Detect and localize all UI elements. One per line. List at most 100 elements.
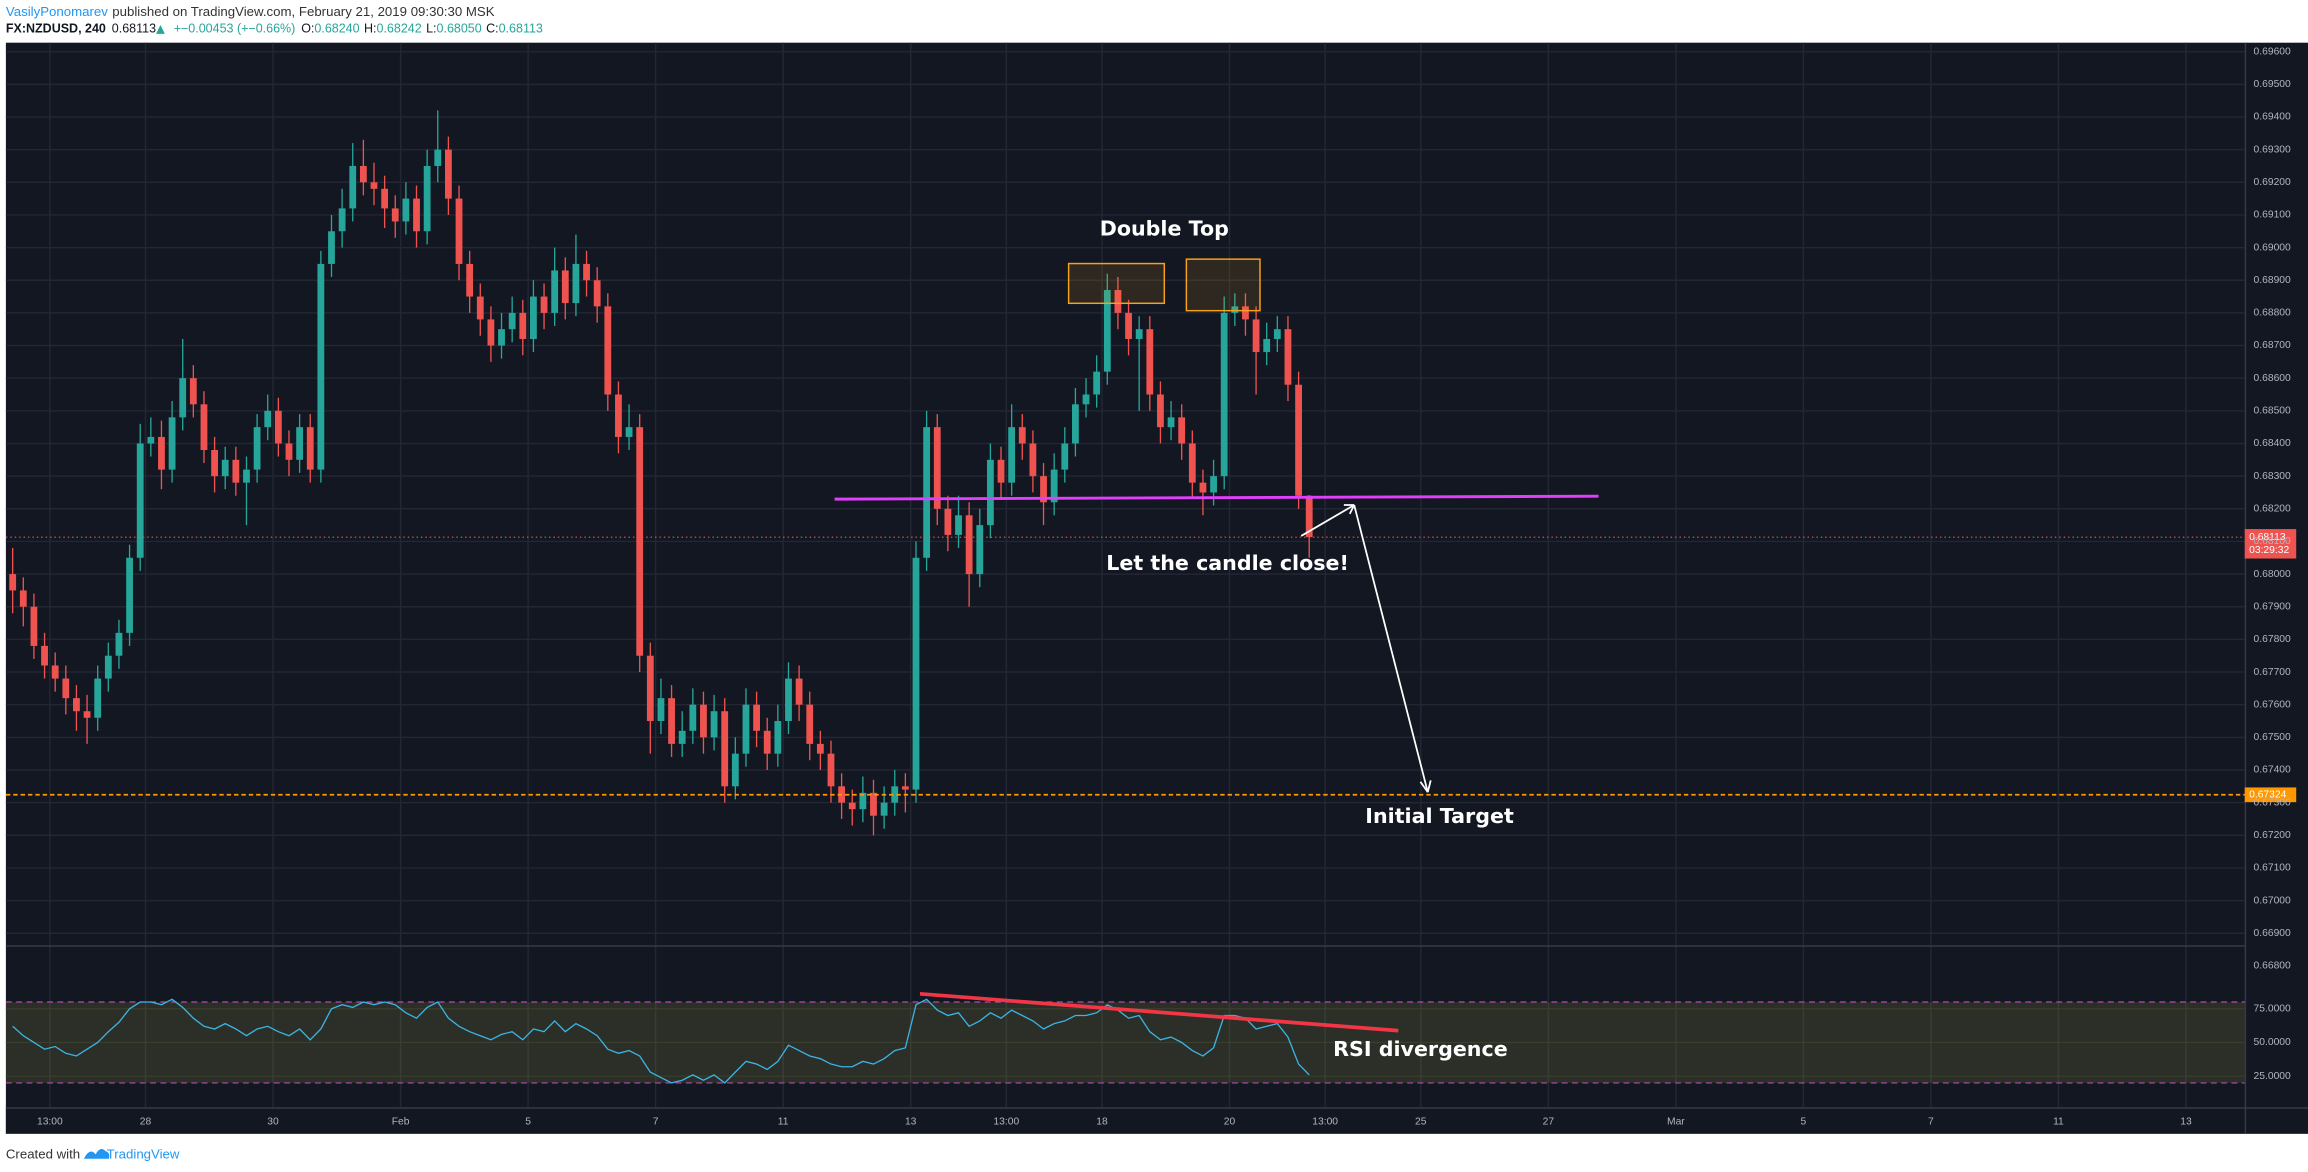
candle-body [774, 721, 782, 754]
candle-body [763, 730, 771, 754]
candle-body [1188, 443, 1196, 483]
candle-body [1029, 443, 1037, 477]
ohlc-label: O: [301, 22, 314, 36]
candle-body [997, 459, 1005, 483]
y-tick-label: 0.68000 [2254, 569, 2291, 580]
candle-body [359, 165, 367, 183]
header-line: VasilyPonomarev published on TradingView.… [6, 3, 495, 18]
y-tick-label: 0.68600 [2254, 373, 2291, 384]
candle-body [51, 665, 59, 679]
x-tick-label: 18 [1096, 1117, 1108, 1128]
drawings: Double Top Let the candle close! Initial… [834, 217, 1599, 1061]
candle-body [1018, 427, 1026, 444]
candle-body [1114, 290, 1122, 313]
footer: Created with TradingView [6, 1146, 180, 1161]
candle-body [625, 427, 633, 437]
candle-body [1263, 339, 1271, 353]
y-tick-label: 0.69300 [2254, 144, 2291, 155]
candle-body [306, 427, 314, 470]
target-label: 0.67324 [2249, 790, 2286, 801]
arrow-head [1343, 504, 1355, 515]
y-tick-label: 0.66800 [2254, 961, 2291, 972]
candle-body [1008, 427, 1016, 483]
candle-body [381, 188, 389, 209]
candle-body [83, 711, 91, 718]
candle-body [391, 208, 399, 222]
y-tick-label: 0.69100 [2254, 210, 2291, 221]
ohlc-label: C: [486, 22, 498, 36]
candle-body [423, 165, 431, 232]
y-tick-label: 0.67100 [2254, 863, 2291, 874]
x-tick-label: 13:00 [1312, 1117, 1338, 1128]
x-tick-label: 11 [778, 1117, 789, 1128]
y-tick-label: 0.68400 [2254, 438, 2291, 449]
footer-brand[interactable]: TradingView [107, 1146, 180, 1161]
candle-body [859, 792, 867, 810]
ohlc-label: H: [364, 22, 376, 36]
y-tick-label: 0.69000 [2254, 242, 2291, 253]
candle-body [402, 198, 410, 222]
candle-body [476, 296, 484, 320]
candle-body [1135, 329, 1143, 340]
candle-body [147, 436, 155, 444]
candle-body [1082, 394, 1090, 405]
candle-body [1210, 476, 1217, 493]
neckline [834, 494, 1599, 501]
candle-body [168, 417, 176, 470]
arrow-head [1419, 780, 1432, 793]
candle-body [158, 436, 165, 470]
last-price-label: 0.68113 [2249, 532, 2286, 543]
target-tag [2244, 787, 2297, 803]
candle-body [561, 270, 569, 304]
candle-body [487, 319, 495, 346]
x-tick-label: 13 [2180, 1117, 2192, 1128]
y-tick-label: 0.68500 [2254, 406, 2291, 417]
candle-body [1178, 417, 1186, 444]
ohlc-value: 0.68240 [314, 22, 359, 36]
candle-body [115, 632, 123, 656]
y-tick-label: 0.67600 [2254, 699, 2291, 710]
candle-body [200, 404, 208, 451]
y-tick-label: 0.68100 [2254, 536, 2291, 547]
candle-body [593, 280, 601, 307]
candle-body [94, 678, 102, 718]
candle-body [434, 149, 442, 166]
y-tick-label: 75.0000 [2254, 1003, 2291, 1014]
candle-body [933, 427, 941, 509]
divergence-line [919, 992, 1399, 1033]
top-box [1185, 258, 1261, 312]
candle-body [19, 590, 27, 607]
candle-body [274, 410, 282, 444]
y-tick-label: 0.68700 [2254, 340, 2291, 351]
arrow-line [1300, 504, 1355, 537]
candle-body [710, 711, 718, 738]
legend-line: FX:NZDUSD, 240 0.68113 +−0.00453 (+−0.66%)… [6, 22, 543, 36]
candle-body [508, 312, 516, 330]
candle-body [296, 427, 304, 460]
rsi-line [12, 998, 1310, 1084]
candle-body [9, 574, 17, 591]
y-tick-label: 0.68200 [2254, 504, 2291, 515]
x-tick-label: 30 [267, 1117, 279, 1128]
x-tick-label: 13:00 [37, 1117, 63, 1128]
candle-body [1157, 394, 1164, 428]
candle-body [189, 378, 197, 405]
candle-body [466, 263, 474, 297]
ohlc-value: 0.68113 [499, 22, 543, 36]
author[interactable]: VasilyPonomarev [6, 3, 108, 18]
candle-body [731, 753, 739, 787]
candle-body [583, 263, 590, 281]
candle-body [657, 698, 665, 722]
candle-body [136, 443, 144, 558]
annotation: Let the candle close! [1106, 551, 1349, 575]
symbol: FX:NZDUSD, 240 [6, 22, 106, 36]
grid [5, 42, 2245, 1108]
y-tick-label: 0.67500 [2254, 732, 2291, 743]
candle-body [700, 704, 707, 738]
candle-body [795, 678, 803, 705]
top-box [1067, 262, 1166, 305]
candle-body [1167, 417, 1175, 428]
candle-body [264, 410, 272, 428]
x-tick-label: 28 [140, 1117, 152, 1128]
